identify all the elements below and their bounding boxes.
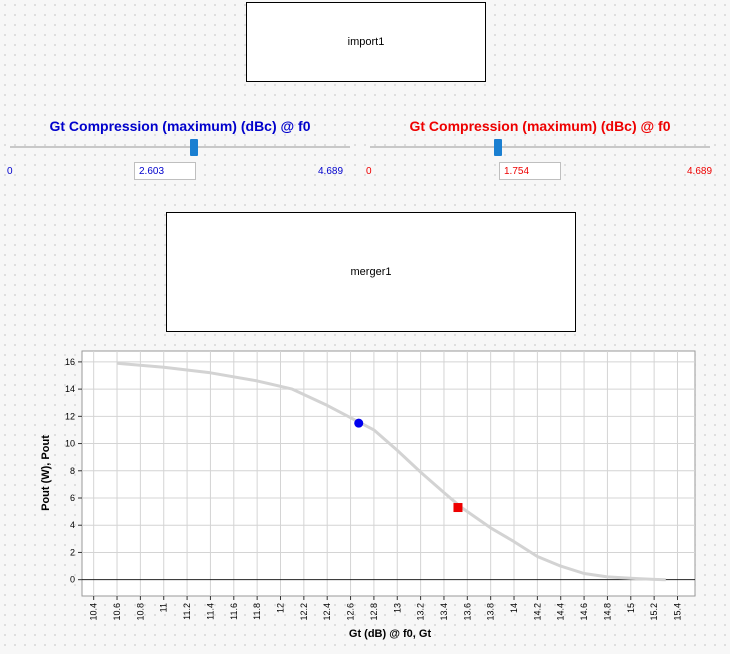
x-axis-title: Gt (dB) @ f0, Gt [349,628,432,640]
pout-series-line [116,361,666,582]
y-tick-label: 16 [65,357,75,367]
plot-area [81,350,696,597]
left-slider-title: Gt Compression (maximum) (dBc) @ f0 [49,118,311,134]
x-tick-label: 12.4 [322,603,332,621]
y-tick-label: 8 [70,466,75,476]
left-slider-min: 0 [7,166,13,177]
x-tick-label: 14.2 [532,603,542,621]
x-tick-label: 11.6 [229,603,239,620]
y-tick-label: 4 [70,520,75,530]
x-tick-label: 11.8 [252,603,262,620]
x-tick-label: 13.4 [439,603,449,621]
right-slider-marker[interactable] [453,503,463,513]
x-tick-label: 12.8 [369,603,379,621]
y-tick-label: 14 [65,384,75,394]
x-tick-label: 13.8 [486,603,496,621]
x-tick-label: 12 [275,603,285,613]
x-tick-label: 12.6 [346,603,356,621]
right-slider-title: Gt Compression (maximum) (dBc) @ f0 [409,118,671,134]
x-tick-label: 15 [626,603,636,613]
y-tick-label: 0 [70,575,75,585]
x-tick-label: 11.2 [182,603,192,620]
x-tick-label: 15.4 [672,603,682,621]
import-block-label: import1 [347,36,385,48]
right-slider-thumb[interactable] [494,139,502,156]
left-slider-marker[interactable] [354,418,364,428]
left-slider-max: 4.689 [318,166,344,177]
y-axis-title: Pout (W), Pout [40,435,52,511]
x-tick-label: 10.8 [135,603,145,621]
x-tick-label: 14.8 [602,603,612,621]
x-tick-label: 13.2 [416,603,426,621]
merger-block[interactable]: merger1 [166,212,576,332]
x-tick-label: 11 [159,603,169,612]
x-tick-label: 11.4 [205,603,215,620]
left-slider-value[interactable]: 2.603 [134,162,196,180]
left-slider-track[interactable] [10,146,350,148]
right-slider-max: 4.689 [687,166,713,177]
x-tick-label: 15.2 [649,603,659,621]
x-tick-label: 10.4 [89,603,99,621]
y-tick-label: 12 [65,411,75,421]
x-tick-label: 10.6 [112,603,122,621]
y-tick-label: 10 [65,439,75,449]
x-tick-label: 13.6 [462,603,472,621]
right-slider-value[interactable]: 1.754 [499,162,561,180]
x-tick-label: 13 [392,603,402,613]
x-tick-label: 14.6 [579,603,589,621]
y-tick-label: 2 [70,547,75,557]
import-block[interactable]: import1 [246,2,486,82]
x-tick-label: 12.2 [299,603,309,621]
right-slider-min: 0 [366,166,372,177]
x-tick-label: 14.4 [556,603,566,621]
left-slider-thumb[interactable] [190,139,198,156]
right-slider-track[interactable] [370,146,710,148]
x-tick-label: 14 [509,603,519,613]
y-tick-label: 6 [70,493,75,503]
merger-block-label: merger1 [350,266,392,278]
